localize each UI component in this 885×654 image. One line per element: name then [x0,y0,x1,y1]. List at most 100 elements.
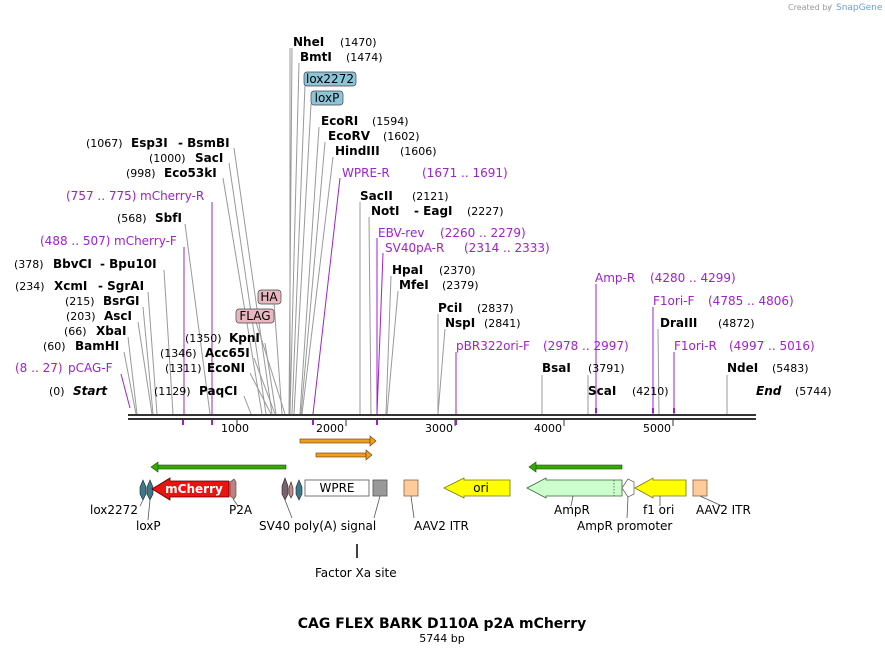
primer-pbr322ori-f[interactable]: pBR322ori-F (2978 .. 2997) [456,339,629,353]
tag-flag[interactable]: FLAG [235,308,275,324]
enzyme-saci[interactable]: (1000) SacI [149,151,223,165]
enzyme-ecorv[interactable]: EcoRV (1602) [328,129,420,143]
enzyme-acc65i[interactable]: (1346) Acc65I [160,346,250,360]
orf-arrow-forward-1[interactable] [299,435,377,447]
enzyme-position: (1067) [86,137,123,150]
feature-label-loxp: loxP [136,519,161,533]
enzyme-bsrgi[interactable]: (215) BsrGI [65,294,140,308]
primer-pcag-f[interactable]: (8 .. 27) pCAG-F [15,361,113,375]
primer-ebv-rev[interactable]: EBV-rev (2260 .. 2279) [378,226,526,240]
feature-label-p2a: P2A [229,503,253,517]
enzyme-nspi[interactable]: NspI (2841) [445,316,521,330]
primer-f1ori-f[interactable]: F1ori-F (4785 .. 4806) [653,294,794,308]
enzyme-scai[interactable]: ScaI (4210) [588,384,669,398]
enzyme-mfei[interactable]: MfeI (2379) [399,278,479,292]
primer-name: SV40pA-R [385,241,444,255]
enzyme-name: BmtI [300,50,332,64]
enzyme-xbai[interactable]: (66) XbaI [64,324,126,338]
feature-loxp[interactable] [146,479,154,501]
primer-mcherry-f[interactable]: (488 .. 507) mCherry-F [40,234,177,248]
end-marker[interactable]: End (5744) [756,384,832,398]
enzyme-draiii[interactable]: DraIII (4872) [660,316,755,330]
feature-label-factor-xa: Factor Xa site [315,566,397,580]
enzyme-eco53ki[interactable]: (998) Eco53kI [126,166,217,180]
enzyme-bbvci[interactable]: (378) BbvCI - Bpu10I [14,257,157,271]
map-title: CAG FLEX BARK D110A p2A mCherry [298,616,586,632]
tag-lox2272[interactable]: lox2272 [303,71,357,87]
enzyme-noti[interactable]: NotI - EagI (2227) [371,204,504,218]
primer-range: (4280 .. 4299) [650,271,736,285]
enzyme-hindiii[interactable]: HindIII (1606) [335,144,437,158]
tick-label: 2000 [316,422,344,435]
feature-p2a[interactable] [229,478,237,500]
backbone [128,408,756,426]
orf-arrow-reverse-1[interactable] [150,461,287,473]
enzyme-pcii[interactable]: PciI (2837) [438,301,514,315]
primer-wpre-r[interactable]: WPRE-R (1671 .. 1691) [342,166,508,180]
feature-lox2272[interactable] [139,479,147,501]
orf-arrow-forward-2[interactable] [315,449,373,461]
enzyme-sbfi[interactable]: (568) SbfI [117,211,182,225]
enzyme-position: (378) [14,258,44,271]
enzyme-ndei[interactable]: NdeI (5483) [727,361,809,375]
enzyme-hpai[interactable]: HpaI (2370) [392,263,476,277]
tag-label: lox2272 [306,72,354,86]
enzyme-position: (4210) [632,385,669,398]
snapgene-brand[interactable]: Created by ⟋ SnapGene [788,3,883,13]
primer-range: (488 .. 507) [40,234,110,248]
tag-ha[interactable]: HA [257,289,282,305]
enzyme-position: (1594) [372,115,409,128]
enzyme-name: HpaI [392,263,423,277]
start-marker[interactable]: (0) Start [49,384,108,398]
enzyme-sacii[interactable]: SacII (2121) [360,189,449,203]
enzyme-name: PciI [438,301,463,315]
feature-lox-middle[interactable] [281,477,303,501]
tag-box [257,289,282,305]
enzyme-position: (2837) [477,302,514,315]
primer-f1ori-r[interactable]: F1ori-R (4997 .. 5016) [674,339,815,353]
enzyme-name: DraIII [660,316,697,330]
primer-mcherry-r[interactable]: (757 .. 775) mCherry-R [66,189,204,203]
enzyme-bamhi[interactable]: (60) BamHI [43,339,119,353]
feature-ori[interactable]: ori [443,477,511,499]
enzyme-paqci[interactable]: (1129) PaqCI [154,384,237,398]
primer-range: (4997 .. 5016) [729,339,815,353]
tick-label: 4000 [534,422,562,435]
primer-range: (2260 .. 2279) [440,226,526,240]
enzyme-name: XcmI [54,279,87,293]
feature-mcherry[interactable]: mCherry [151,477,230,501]
enzyme-position: (234) [15,280,45,293]
enzyme-bmti[interactable]: BmtI (1474) [300,50,383,64]
enzyme-name: Eco53kI [164,166,217,180]
enzyme-ecori[interactable]: EcoRI (1594) [321,114,409,128]
enzyme-bsai[interactable]: BsaI (3791) [542,361,625,375]
feature-aav2-itr-1[interactable] [403,479,419,497]
enzyme-name: NheI [293,35,324,49]
enzyme-esp3i[interactable]: (1067) Esp3I - BsmBI [86,136,230,150]
enzyme-nhei[interactable]: NheI (1470) [293,35,377,49]
feature-wpre[interactable]: WPRE [304,479,370,497]
feature-f1-ori[interactable] [634,477,687,499]
primer-sv40pa-r[interactable]: SV40pA-R (2314 .. 2333) [385,241,550,255]
feature-label-aav2-itr-1: AAV2 ITR [414,519,469,533]
enzyme-xcmi[interactable]: (234) XcmI - SgrAI [15,279,144,293]
primer-amp-r[interactable]: Amp-R (4280 .. 4299) [595,271,736,285]
enzyme-name: BsaI [542,361,571,375]
enzyme-kpni[interactable]: (1350) KpnI [185,331,260,345]
enzyme-position: (1350) [185,332,222,345]
feature-ampr[interactable] [526,477,623,499]
primer-name: mCherry-R [140,189,204,203]
primer-range: (8 .. 27) [15,361,63,375]
feature-aav2-itr-2[interactable] [692,479,708,497]
feature-ampr-promoter[interactable] [621,478,635,498]
orf-arrow-reverse-2[interactable] [528,461,623,473]
leader-lines [123,47,728,415]
snapgene-logo-icon: ⟋ [827,3,833,12]
feature-sv40-polya[interactable] [372,479,388,497]
enzyme-asci[interactable]: (203) AscI [66,309,132,323]
tag-loxp[interactable]: loxP [310,90,344,106]
enzyme-name: BsrGI [103,294,140,308]
enzyme-position: (66) [64,325,87,338]
enzyme-econi[interactable]: (1311) EcoNI [165,361,245,375]
